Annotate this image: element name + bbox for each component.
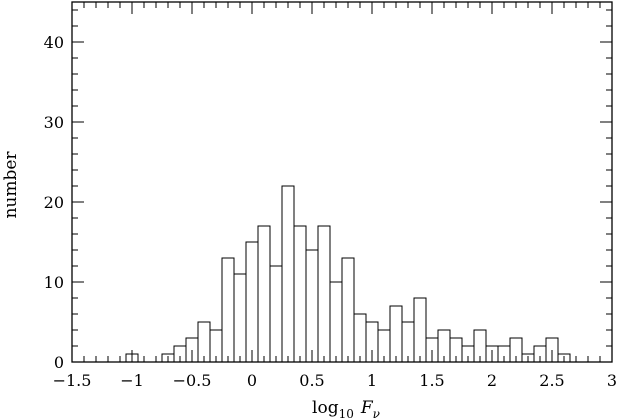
histogram-bar: [305, 249, 319, 363]
y-tick-label: 40: [44, 33, 64, 52]
histogram-bar: [233, 273, 247, 363]
histogram-bar: [341, 257, 355, 363]
histogram-bar: [221, 257, 235, 363]
x-tick-label: 0: [247, 371, 257, 390]
histogram-bar: [317, 225, 331, 363]
y-tick-label: 10: [44, 273, 64, 292]
x-axis-title-var: F: [360, 398, 374, 418]
x-tick-label: −1.5: [53, 371, 92, 390]
x-axis-title-base: 10: [339, 407, 354, 420]
y-axis-title: number: [1, 151, 21, 219]
plot-frame: [71, 1, 613, 363]
histogram-bar: [257, 225, 271, 363]
x-tick-label: 0.5: [299, 371, 324, 390]
x-axis-title-var-sub: ν: [373, 407, 380, 420]
x-tick-label: 1.5: [419, 371, 444, 390]
x-tick-label: 1: [367, 371, 377, 390]
histogram-bar: [245, 241, 259, 363]
x-tick-label: −1: [120, 371, 144, 390]
x-tick-labels: −1.5 −1 −0.5 0 0.5 1 1.5 2 2.5 3: [53, 371, 618, 390]
x-tick-label: 3: [607, 371, 617, 390]
y-tick-labels: 0 10 20 30 40: [44, 33, 64, 372]
histogram-bars: [125, 185, 571, 363]
x-axis-title: log10 Fν: [312, 398, 380, 420]
histogram-bar: [413, 297, 427, 363]
histogram-bar: [293, 225, 307, 363]
x-tick-label: −0.5: [173, 371, 212, 390]
x-tick-label: 2: [487, 371, 497, 390]
x-axis-title-log: log: [312, 398, 339, 418]
y-tick-label: 0: [54, 353, 64, 372]
histogram-bar: [281, 185, 295, 363]
y-tick-label: 20: [44, 193, 64, 212]
x-tick-label: 2.5: [539, 371, 564, 390]
histogram-bar: [353, 313, 367, 363]
histogram-bar: [269, 265, 283, 363]
y-tick-label: 30: [44, 113, 64, 132]
histogram-bar: [389, 305, 403, 363]
histogram-bar: [329, 281, 343, 363]
